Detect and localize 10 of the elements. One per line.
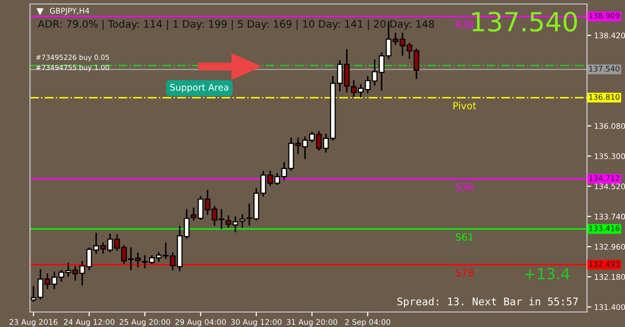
- annotation: Pivot: [453, 102, 476, 110]
- annotation: S78: [456, 269, 474, 276]
- annotation: Support Area: [170, 84, 228, 92]
- annotation: Spread: 13. Next Bar in 55:57: [397, 297, 578, 308]
- annotation: 137.540: [472, 12, 577, 32]
- annotation: S38: [456, 183, 474, 191]
- annotation: +13.4: [525, 268, 570, 280]
- annotation: R38: [456, 20, 474, 28]
- annotation: ADR: 79.0% | Today: 114 | 1 Day: 199 | 5 Day: 169 | 10 Day: 141 | 20 Day: 148: [38, 20, 434, 30]
- annotation: S61: [456, 233, 473, 241]
